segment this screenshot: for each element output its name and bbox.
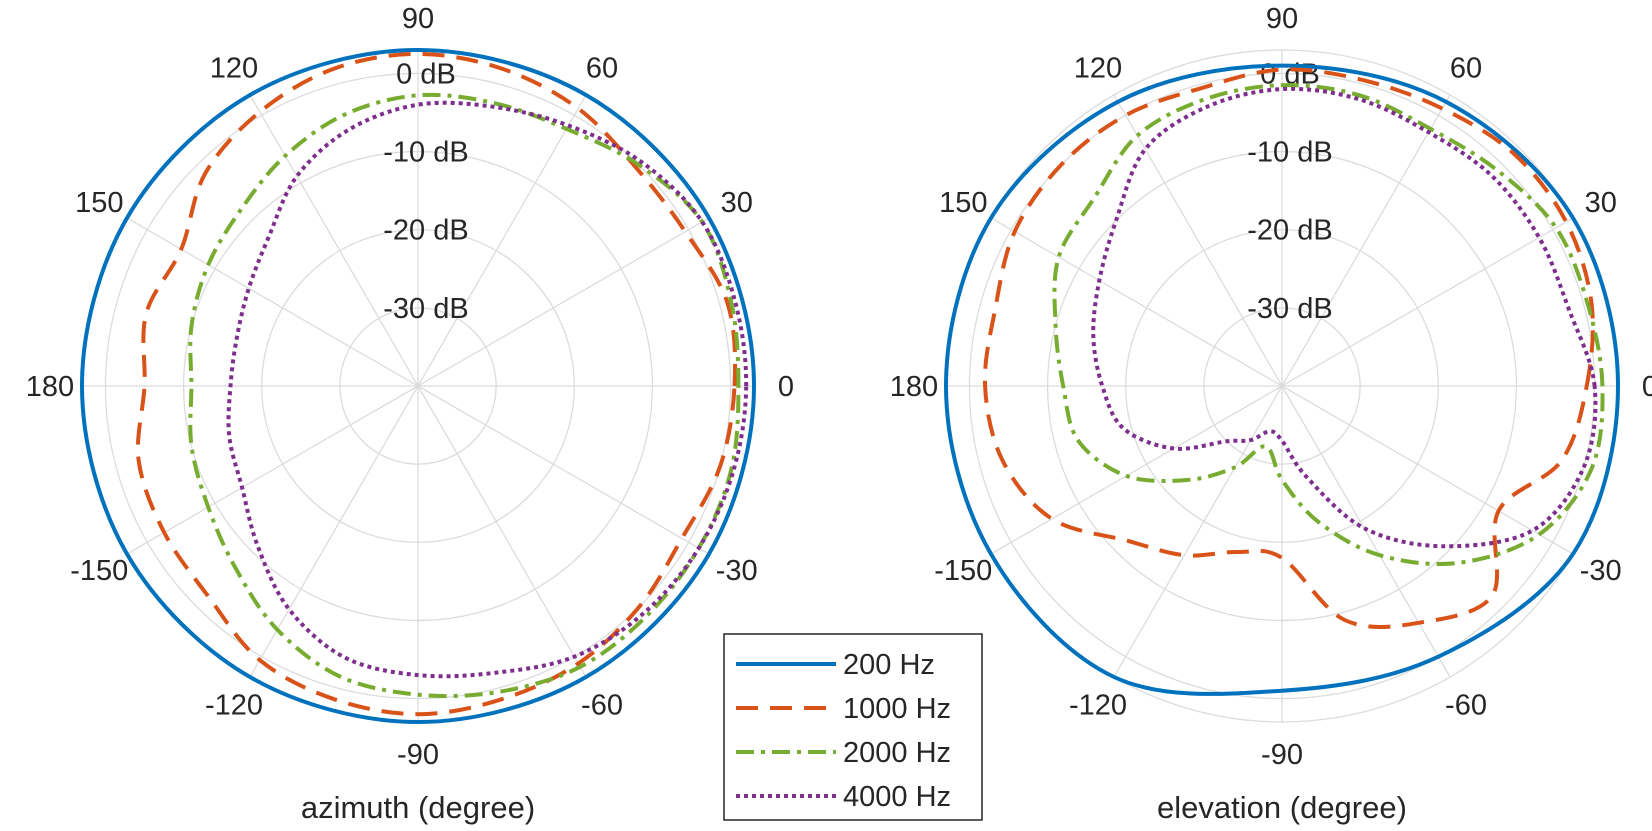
- angle-tick-label: 180: [26, 371, 74, 403]
- legend-label: 4000 Hz: [843, 781, 951, 813]
- series-200hz-curve: [944, 63, 1620, 696]
- legend: 200 Hz 1000 Hz 2000 Hz 4000 Hz: [723, 633, 983, 821]
- angle-tick-label: -90: [397, 739, 439, 771]
- radial-tick-label: 0 dB: [396, 58, 456, 90]
- radial-tick-label: -30 dB: [1247, 293, 1332, 325]
- angle-tick-label: 30: [1585, 187, 1617, 219]
- angle-tick-label: -150: [70, 555, 128, 587]
- angle-tick-label: -120: [205, 690, 263, 722]
- angular-grid-spoke: [990, 217, 1283, 387]
- angle-tick-label: 60: [586, 52, 618, 84]
- angular-grid-spoke: [1281, 94, 1451, 387]
- angle-tick-label: 30: [721, 187, 753, 219]
- angle-tick-label: -30: [1580, 555, 1622, 587]
- legend-entry-4000hz: 4000 Hz: [736, 781, 951, 813]
- angular-grid-spoke: [1113, 385, 1283, 678]
- series-1000hz-curve: [135, 51, 738, 717]
- legend-label: 200 Hz: [843, 649, 935, 681]
- angular-grid-spoke: [1281, 385, 1451, 678]
- legend-label: 1000 Hz: [843, 693, 951, 725]
- legend-label: 2000 Hz: [843, 737, 951, 769]
- angle-tick-label: 150: [939, 187, 987, 219]
- angular-grid-spoke: [249, 94, 419, 387]
- elevation-axis-label: elevation (degree): [1157, 790, 1407, 825]
- angular-grid-spoke: [417, 94, 587, 387]
- legend-entry-1000hz: 1000 Hz: [736, 693, 951, 725]
- radial-tick-label: -20 dB: [383, 215, 468, 247]
- series-2000hz-curve: [188, 92, 741, 699]
- angular-grid-spoke: [249, 385, 419, 678]
- angular-grid-spoke: [417, 217, 710, 387]
- azimuth-polar-plot: 0 30 60 90 120 150 180 -150 -120 -90 -60 -30 0 dB -10…: [26, 3, 794, 771]
- angle-tick-label: -60: [581, 690, 623, 722]
- angle-tick-label: 90: [402, 3, 434, 35]
- angular-grid-spoke: [1281, 385, 1574, 555]
- angle-tick-label: 90: [1266, 3, 1298, 35]
- series-1000hz-curve: [982, 67, 1595, 629]
- azimuth-axis-label: azimuth (degree): [301, 790, 535, 825]
- angular-grid-spoke: [1281, 217, 1574, 387]
- angle-tick-label: 0: [778, 371, 794, 403]
- angle-tick-label: -90: [1261, 739, 1303, 771]
- series-4000hz-curve: [226, 100, 749, 679]
- angle-tick-label: 0: [1642, 371, 1652, 403]
- angular-grid-spoke: [417, 385, 710, 555]
- angular-grid-spoke: [126, 217, 419, 387]
- radial-tick-label: -10 dB: [383, 137, 468, 169]
- angle-tick-label: 120: [210, 52, 258, 84]
- radial-tick-label: -20 dB: [1247, 215, 1332, 247]
- legend-entry-2000hz: 2000 Hz: [736, 737, 951, 769]
- angle-tick-label: -60: [1445, 690, 1487, 722]
- angular-grid-spoke: [126, 385, 419, 555]
- radial-tick-label: -30 dB: [383, 293, 468, 325]
- angle-tick-label: -30: [716, 555, 758, 587]
- series-200hz-curve: [80, 48, 756, 724]
- angle-tick-label: 180: [890, 371, 938, 403]
- angle-tick-label: -150: [934, 555, 992, 587]
- angle-tick-label: 150: [75, 187, 123, 219]
- angle-tick-label: 60: [1450, 52, 1482, 84]
- legend-entry-200hz: 200 Hz: [736, 649, 935, 681]
- radial-tick-label: -10 dB: [1247, 137, 1332, 169]
- angular-grid-spoke: [1113, 94, 1283, 387]
- series-2000hz-curve: [1052, 83, 1605, 567]
- angle-tick-label: 120: [1074, 52, 1122, 84]
- angular-grid-spoke: [990, 385, 1283, 555]
- angular-grid-spoke: [417, 385, 587, 678]
- series-4000hz-curve: [1091, 86, 1598, 549]
- angle-tick-label: -120: [1069, 690, 1127, 722]
